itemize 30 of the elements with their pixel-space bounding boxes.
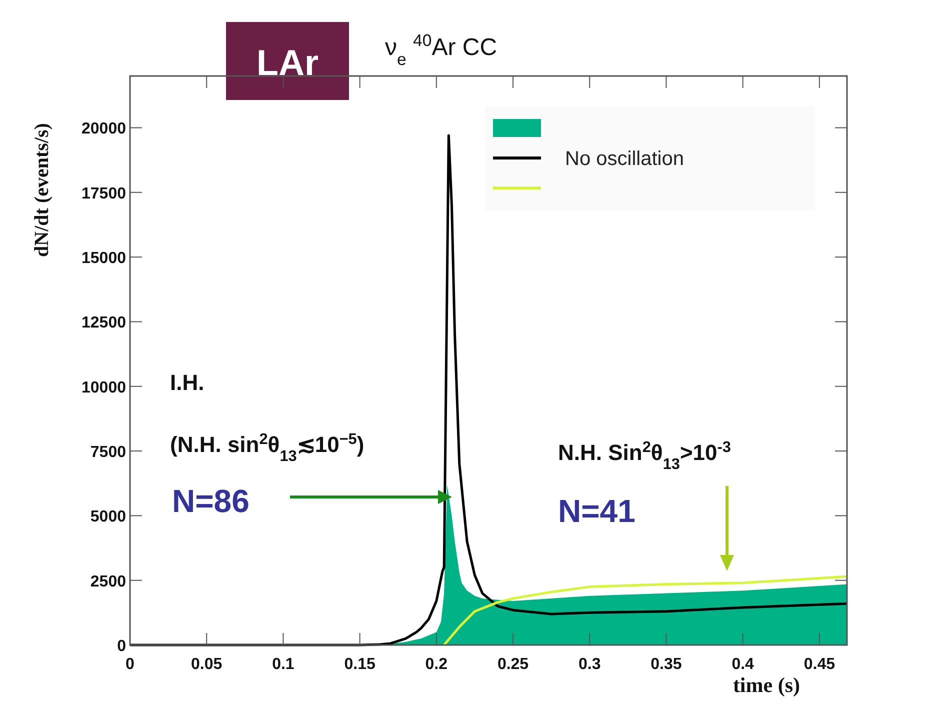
line-series (128, 134, 848, 646)
chart-title: ν$_{e}$ $^{40}$Ar CC (385, 30, 498, 68)
y-tick-label: 10000 (82, 379, 126, 396)
legend-label: No oscillation (565, 148, 684, 170)
x-tick-label: 0.35 (650, 656, 682, 673)
x-tick-label: 0.25 (497, 656, 529, 673)
x-tick-label: 0.2 (425, 656, 448, 673)
y-axis-title: dN/dt (events/s) (31, 123, 53, 257)
chart-subtitle: LAr (256, 42, 318, 83)
annotation: I.H. (170, 370, 204, 395)
x-tick-label: 0.4 (732, 656, 754, 673)
x-tick-label: 0.05 (191, 656, 222, 673)
annotation: (N.H. sin$^{2}$θ$_{13}$≲10$^{−5}$) (170, 430, 364, 464)
annotation: N=41 (558, 493, 636, 529)
x-tick-label: 0.3 (578, 656, 601, 673)
y-tick-label: 15000 (82, 250, 126, 268)
x-tick-label: 0.15 (344, 656, 376, 673)
x-axis-title: time (s) (732, 673, 800, 697)
y-tick-label: 2500 (90, 573, 126, 590)
annotation: N.H. Sin$^{2}$θ$_{13}$>10$^{-3}$ (558, 438, 731, 472)
y-tick-label: 12500 (82, 314, 126, 332)
y-tick-label: 7500 (90, 444, 126, 462)
x-tick-label: 0.1 (272, 656, 294, 673)
y-tick-label: 20000 (82, 120, 126, 138)
y-tick-label: 5000 (90, 508, 126, 526)
line-series (442, 575, 848, 646)
x-tick-label: 0.45 (804, 656, 836, 673)
annotation: N=86 (172, 483, 250, 519)
y-tick-label: 17500 (82, 185, 126, 202)
y-tick-label: 0 (117, 638, 126, 655)
